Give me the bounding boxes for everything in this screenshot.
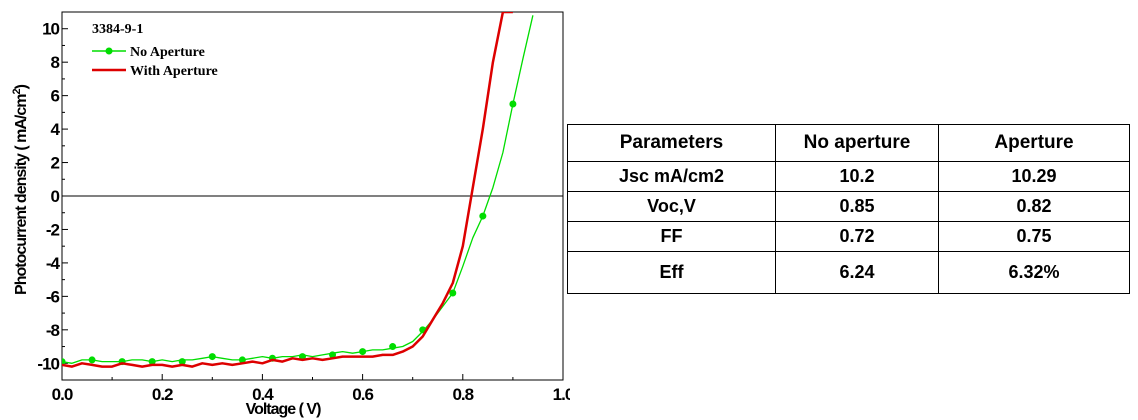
y-tick-label: 6 — [51, 87, 60, 106]
data-point-no-aperture — [62, 358, 66, 366]
parameters-table: Parameters No aperture Aperture Jsc mA/c… — [567, 124, 1130, 294]
data-point-no-aperture — [298, 353, 306, 361]
value-aperture: 6.32% — [938, 251, 1130, 294]
y-tick-label: 0 — [51, 187, 60, 206]
data-point-no-aperture — [509, 100, 517, 108]
y-axis-title: Photocurrent density ( mA/cm2) — [11, 84, 30, 295]
x-tick-label: 0.2 — [152, 385, 173, 404]
x-axis-title: Voltage ( V) — [246, 401, 321, 418]
y-axis-ticks: 10 8 6 4 2 0 -2 -4 -6 -8 -10 — [37, 20, 68, 373]
row-label: Voc,V — [567, 191, 776, 222]
data-point-no-aperture — [359, 348, 367, 356]
row-label: Eff — [567, 251, 776, 294]
x-tick-label: 0.6 — [352, 385, 373, 404]
iv-curve-chart: 0.0 0.2 0.4 0.6 0.8 1.0 10 8 6 4 2 0 -2 -4 -6 -8 -10 33… — [11, 11, 570, 418]
data-point-no-aperture — [389, 343, 397, 351]
value-no-aperture: 10.2 — [775, 161, 939, 192]
value-aperture: 0.82 — [938, 191, 1130, 222]
x-tick-label: 0.4 — [252, 385, 274, 404]
x-tick-label: 0.0 — [52, 385, 73, 404]
y-tick-label: -2 — [46, 220, 60, 239]
header-parameters: Parameters — [567, 124, 776, 162]
data-point-no-aperture — [479, 212, 487, 220]
y-axis-title-end: ) — [13, 84, 30, 89]
table-row-eff: Eff 6.24 6.32% — [567, 251, 1130, 294]
y-tick-label: 8 — [51, 53, 60, 72]
legend: No Aperture With Aperture — [92, 45, 218, 79]
value-aperture: 0.75 — [938, 221, 1130, 252]
y-tick-label: -4 — [46, 254, 61, 273]
header-no-aperture: No aperture — [775, 124, 939, 162]
data-point-no-aperture — [449, 289, 457, 297]
series-line-no-aperture — [62, 15, 534, 364]
table-row-voc: Voc,V 0.85 0.82 — [567, 191, 1130, 222]
data-point-no-aperture — [238, 356, 246, 364]
series-line-with-aperture — [62, 12, 513, 368]
row-label: Jsc mA/cm2 — [567, 161, 776, 192]
row-label: FF — [567, 221, 776, 252]
value-no-aperture: 6.24 — [775, 251, 939, 294]
table-header-row: Parameters No aperture Aperture — [567, 124, 1130, 162]
y-tick-label: 2 — [51, 154, 60, 173]
data-point-no-aperture — [178, 358, 186, 366]
table-row-jsc: Jsc mA/cm2 10.2 10.29 — [567, 161, 1130, 192]
table-row-ff: FF 0.72 0.75 — [567, 221, 1130, 252]
y-tick-label: -8 — [46, 321, 60, 340]
y-tick-label: 10 — [42, 20, 59, 39]
x-tick-label: 1.0 — [553, 385, 570, 404]
legend-marker-no-aperture — [105, 47, 113, 55]
data-point-no-aperture — [329, 351, 337, 359]
header-aperture: Aperture — [938, 124, 1130, 162]
y-axis-title-superscript: 2 — [11, 88, 23, 94]
data-point-no-aperture — [88, 356, 96, 364]
x-tick-label: 0.8 — [452, 385, 473, 404]
legend-label-with-aperture: With Aperture — [130, 64, 218, 79]
y-tick-label: -10 — [37, 354, 59, 373]
sample-id-label: 3384-9-1 — [92, 22, 143, 37]
y-axis-title-main: Photocurrent density ( mA/cm — [13, 94, 30, 295]
data-point-no-aperture — [208, 353, 216, 361]
value-aperture: 10.29 — [938, 161, 1130, 192]
value-no-aperture: 0.85 — [775, 191, 939, 222]
x-axis-ticks: 0.0 0.2 0.4 0.6 0.8 1.0 — [52, 374, 570, 404]
value-no-aperture: 0.72 — [775, 221, 939, 252]
data-point-no-aperture — [148, 358, 156, 366]
legend-label-no-aperture: No Aperture — [130, 45, 205, 60]
series-layer — [62, 12, 534, 368]
y-tick-label: -6 — [46, 287, 60, 306]
y-tick-label: 4 — [51, 120, 61, 139]
